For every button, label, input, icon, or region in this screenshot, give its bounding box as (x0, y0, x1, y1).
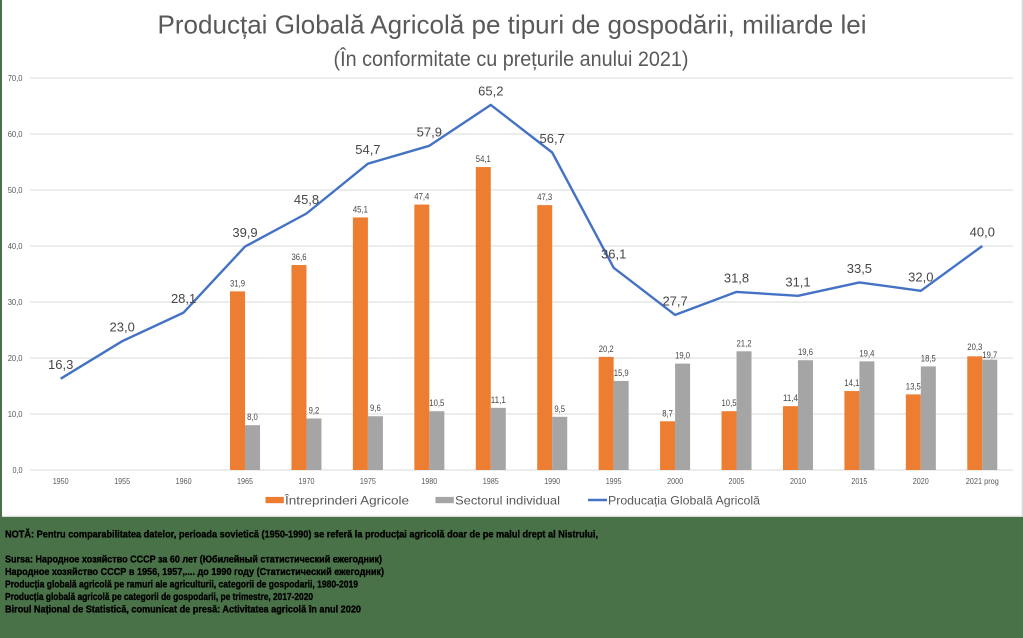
svg-text:8,7: 8,7 (662, 408, 673, 418)
svg-text:19,7: 19,7 (982, 350, 997, 360)
svg-text:9,2: 9,2 (309, 406, 320, 416)
svg-text:8,0: 8,0 (247, 412, 258, 422)
svg-text:40,0: 40,0 (970, 225, 995, 240)
svg-text:15,9: 15,9 (614, 368, 629, 378)
svg-text:65,2: 65,2 (478, 83, 503, 98)
svg-text:Biroul Național de Statistică,: Biroul Național de Statistică, comunicat… (5, 605, 361, 616)
svg-text:1990: 1990 (544, 476, 560, 486)
svg-text:40,0: 40,0 (8, 241, 23, 251)
svg-text:31,9: 31,9 (230, 278, 245, 288)
svg-text:33,5: 33,5 (847, 261, 872, 276)
svg-text:27,7: 27,7 (662, 293, 687, 308)
svg-text:2000: 2000 (667, 476, 683, 486)
svg-text:Producția globală agricolă pe: Producția globală agricolă pe ramuri ale… (5, 580, 358, 591)
svg-text:20,2: 20,2 (599, 344, 614, 354)
svg-text:21,2: 21,2 (737, 338, 752, 348)
svg-text:Întreprinderi Agricole: Întreprinderi Agricole (284, 493, 409, 508)
svg-text:1955: 1955 (114, 476, 130, 486)
svg-text:1980: 1980 (421, 476, 437, 486)
svg-text:2010: 2010 (790, 476, 806, 486)
svg-text:19,6: 19,6 (798, 347, 813, 357)
svg-text:11,4: 11,4 (783, 393, 798, 403)
svg-text:54,1: 54,1 (476, 154, 491, 164)
svg-text:Sursa: Народное хозяйство СССР: Sursa: Народное хозяйство СССР за 60 лет… (5, 554, 382, 566)
svg-text:9,5: 9,5 (554, 404, 565, 414)
svg-text:1970: 1970 (299, 476, 315, 486)
svg-text:30,0: 30,0 (8, 297, 23, 307)
svg-text:16,3: 16,3 (48, 357, 73, 372)
svg-text:10,0: 10,0 (8, 409, 23, 419)
svg-text:32,0: 32,0 (908, 269, 933, 284)
svg-text:31,1: 31,1 (785, 274, 810, 289)
svg-text:10,5: 10,5 (429, 398, 444, 408)
svg-text:9,6: 9,6 (370, 403, 381, 413)
svg-text:11,1: 11,1 (491, 395, 506, 405)
svg-text:47,3: 47,3 (537, 192, 552, 202)
svg-text:2015: 2015 (851, 476, 867, 486)
svg-text:45,1: 45,1 (353, 204, 368, 214)
svg-text:NOTĂ: Pentru comparabilitatea: NOTĂ: Pentru comparabilitatea datelor, p… (5, 528, 598, 541)
svg-text:Sectorul individual: Sectorul individual (455, 494, 560, 508)
svg-text:Народное хозяйство СССР в 1956: Народное хозяйство СССР в 1956, 1957,...… (5, 567, 384, 578)
svg-text:36,6: 36,6 (292, 252, 307, 262)
svg-text:2005: 2005 (729, 476, 745, 486)
svg-text:1985: 1985 (483, 476, 499, 486)
svg-text:60,0: 60,0 (8, 129, 23, 139)
svg-text:47,4: 47,4 (414, 192, 429, 202)
svg-text:57,9: 57,9 (417, 124, 442, 139)
svg-text:Producația Globală Agricolă: Producația Globală Agricolă (608, 494, 760, 508)
svg-text:19,4: 19,4 (859, 348, 874, 358)
svg-text:39,9: 39,9 (232, 225, 257, 240)
svg-text:1950: 1950 (53, 476, 69, 486)
svg-text:56,7: 56,7 (540, 131, 565, 146)
svg-text:18,5: 18,5 (921, 353, 936, 363)
svg-text:1975: 1975 (360, 476, 376, 486)
svg-text:70,0: 70,0 (8, 73, 23, 83)
svg-text:28,1: 28,1 (171, 291, 196, 306)
svg-text:23,0: 23,0 (110, 320, 135, 335)
svg-text:31,8: 31,8 (724, 270, 749, 285)
svg-text:20,3: 20,3 (967, 342, 982, 352)
svg-text:0,0: 0,0 (13, 465, 23, 475)
svg-text:50,0: 50,0 (8, 185, 23, 195)
svg-text:54,7: 54,7 (355, 142, 380, 157)
svg-text:20,0: 20,0 (8, 353, 23, 363)
svg-text:Producția globală agricolă pe: Producția globală agricolă pe categorii … (5, 592, 313, 603)
svg-text:19,0: 19,0 (675, 351, 690, 361)
svg-text:2020: 2020 (913, 476, 929, 486)
svg-text:36,1: 36,1 (601, 246, 626, 261)
svg-text:1965: 1965 (237, 476, 253, 486)
svg-text:13,5: 13,5 (906, 381, 921, 391)
svg-text:45,8: 45,8 (294, 192, 319, 207)
svg-text:(În conformitate cu prețurile: (În conformitate cu prețurile anului 202… (334, 48, 689, 71)
svg-text:Producțai Globală Agricolă pe: Producțai Globală Agricolă pe tipuri de … (158, 10, 867, 40)
svg-text:10,5: 10,5 (722, 398, 737, 408)
svg-text:1960: 1960 (176, 476, 192, 486)
svg-text:14,1: 14,1 (844, 378, 859, 388)
svg-text:1995: 1995 (606, 476, 622, 486)
svg-text:2021 prog: 2021 prog (966, 476, 999, 486)
